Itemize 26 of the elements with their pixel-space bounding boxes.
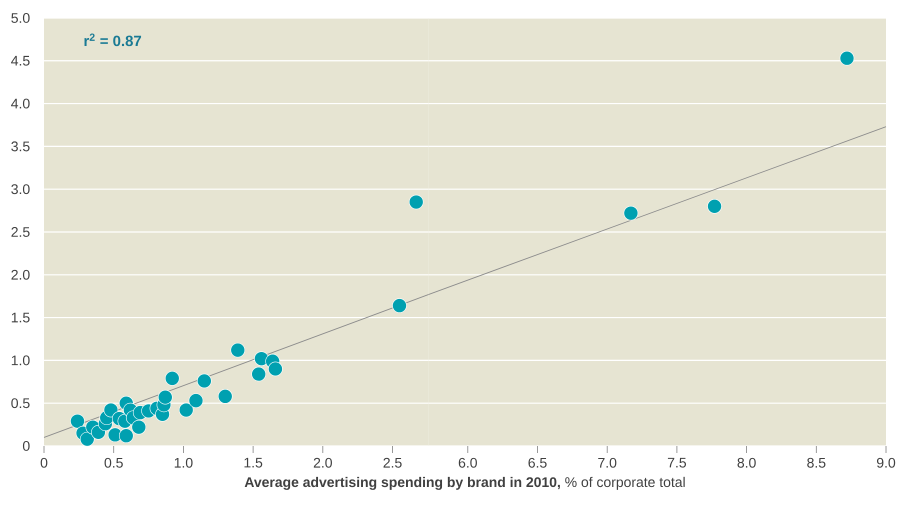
x-axis-title: Average advertising spending by brand in 2010, % of corporate total (244, 476, 685, 490)
y-tick-label: 4.5 (11, 56, 30, 66)
x-tick-label: 2.0 (314, 458, 332, 468)
x-tick-label: 7.5 (668, 458, 686, 468)
y-tick-label: 1.5 (12, 312, 30, 322)
y-tick-label: 0.5 (11, 398, 30, 408)
x-tick-label: 8.5 (807, 458, 826, 468)
x-tick-label: 2.5 (384, 458, 402, 468)
y-tick-label: 5.0 (11, 13, 30, 23)
x-tick-label: 8.0 (738, 458, 756, 468)
y-tick-label: 3.5 (11, 141, 30, 152)
x-tick-label: 1.5 (244, 458, 262, 468)
x-tick-label: 6.5 (528, 458, 547, 468)
y-tick-label: 2.0 (11, 270, 30, 280)
x-tick-label: 6.0 (458, 458, 477, 468)
x-tick-label: 9.0 (876, 458, 896, 468)
x-tick-label: 0 (40, 458, 48, 468)
y-tick-label: 2.5 (11, 227, 30, 237)
x-tick-label: 0.5 (104, 458, 123, 468)
y-tick-label: 0 (22, 441, 30, 451)
annotation: r$^{2}$ = 0.87 (84, 34, 142, 46)
y-tick-label: 3.0 (11, 184, 30, 194)
y-tick-label: 1.0 (12, 355, 30, 366)
x-tick-label: 7.0 (598, 458, 616, 468)
y-tick-label: 4.0 (11, 98, 30, 109)
x-tick-label: 1.0 (174, 458, 193, 468)
